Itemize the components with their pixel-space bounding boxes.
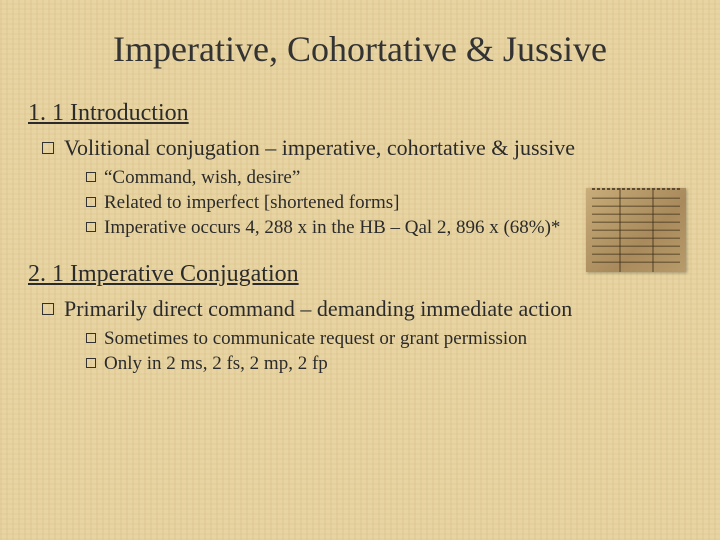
bullet-text: Related to imperfect [shortened forms] — [104, 192, 399, 213]
slide-body: Imperative, Cohortative & Jussive 1. 1 I… — [0, 0, 720, 540]
bullet-level2: “Command, wish, desire” — [86, 167, 692, 189]
bullet-text: Volitional conjugation – imperative, coh… — [64, 135, 575, 160]
square-bullet-icon — [86, 172, 96, 182]
section-heading: 1. 1 Introduction — [28, 100, 692, 127]
manuscript-text-lines — [592, 194, 680, 266]
section-2: 2. 1 Imperative Conjugation Primarily di… — [28, 261, 692, 375]
square-bullet-icon — [42, 142, 54, 154]
bullet-text: Only in 2 ms, 2 fs, 2 mp, 2 fp — [104, 353, 328, 374]
manuscript-image — [586, 188, 686, 272]
bullet-text: Sometimes to communicate request or gran… — [104, 328, 527, 349]
square-bullet-icon — [42, 303, 54, 315]
square-bullet-icon — [86, 358, 96, 368]
bullet-level1: Primarily direct command – demanding imm… — [42, 296, 692, 322]
square-bullet-icon — [86, 222, 96, 232]
bullet-level2: Only in 2 ms, 2 fs, 2 mp, 2 fp — [86, 353, 692, 375]
bullet-text: Imperative occurs 4, 288 x in the HB – Q… — [104, 217, 560, 238]
square-bullet-icon — [86, 333, 96, 343]
square-bullet-icon — [86, 197, 96, 207]
bullet-level2: Sometimes to communicate request or gran… — [86, 328, 692, 350]
bullet-text: “Command, wish, desire” — [104, 167, 300, 188]
bullet-text: Primarily direct command – demanding imm… — [64, 296, 572, 321]
bullet-level1: Volitional conjugation – imperative, coh… — [42, 135, 692, 161]
manuscript-crack — [652, 188, 654, 272]
manuscript-crack — [619, 188, 621, 272]
slide-title: Imperative, Cohortative & Jussive — [28, 28, 692, 70]
